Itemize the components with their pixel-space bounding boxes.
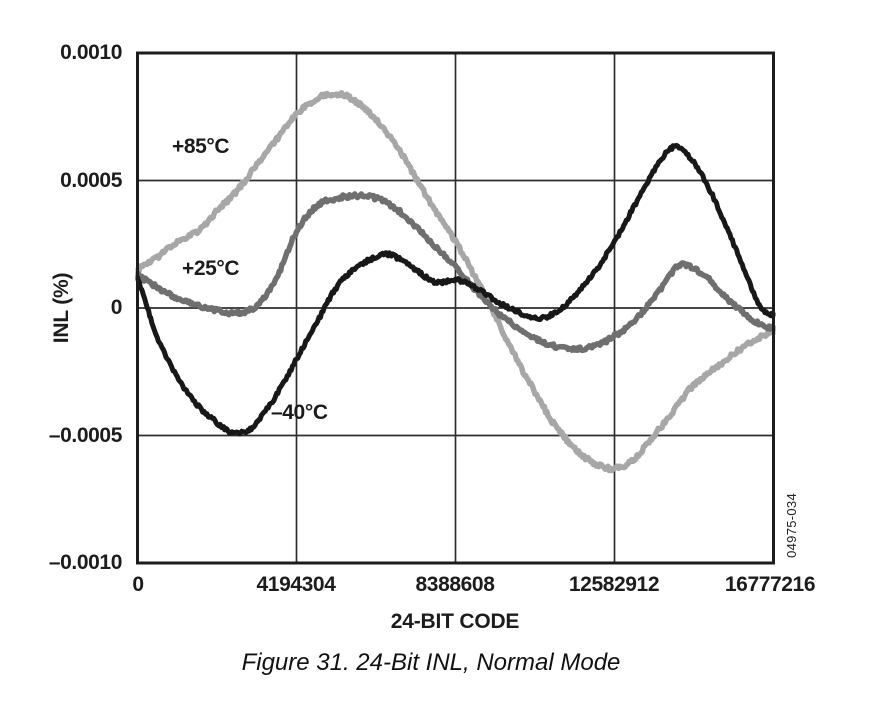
- y-tick-label: 0.0010: [60, 41, 122, 64]
- series-label-plus85c: +85°C: [172, 135, 230, 158]
- y-tick-label: –0.0010: [48, 551, 123, 574]
- y-axis-title: INL (%): [50, 272, 73, 344]
- y-tick-label: 0: [110, 296, 123, 319]
- figure-caption: Figure 31. 24-Bit INL, Normal Mode: [241, 649, 621, 676]
- x-tick-label: 0: [132, 573, 144, 596]
- x-tick-label: 8388608: [415, 573, 495, 596]
- series-label-plus25c: +25°C: [182, 257, 240, 280]
- x-tick-label: 12582912: [568, 573, 660, 596]
- watermark-code: 04975-034: [784, 493, 799, 558]
- x-tick-label: 16777216: [724, 573, 816, 596]
- x-axis-title: 24-BIT CODE: [390, 610, 520, 633]
- x-tick-label: 4194304: [256, 573, 336, 596]
- series-label-minus40c: –40°C: [271, 401, 328, 424]
- y-tick-label: –0.0005: [48, 424, 123, 447]
- y-tick-label: 0.0005: [60, 169, 122, 192]
